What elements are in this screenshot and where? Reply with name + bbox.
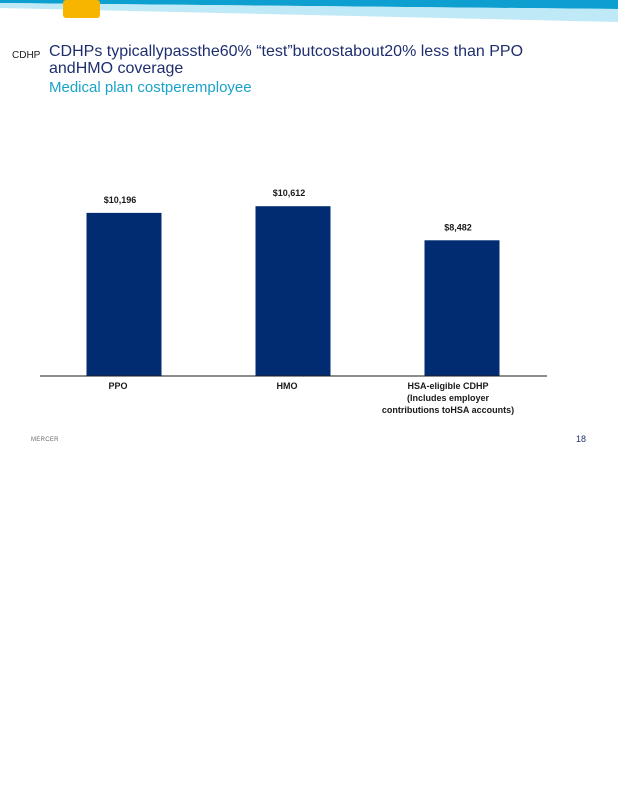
logo-tab — [63, 0, 100, 18]
category-label-2-line-0: HSA-eligible CDHP — [407, 381, 488, 391]
value-label-0: $10,196 — [104, 195, 137, 205]
header-band-light — [0, 3, 618, 22]
header-band — [0, 0, 618, 22]
category-label-2-line-2: contributions toHSA accounts) — [382, 405, 514, 415]
bar-1 — [255, 206, 331, 376]
category-label-2-line-1: (Includes employer — [407, 393, 490, 403]
bar-chart: $10,196 $10,612 $8,482 PPO HMO HSA-eligible … — [40, 188, 547, 415]
bar-2 — [424, 240, 500, 376]
value-label-2: $8,482 — [444, 222, 472, 232]
value-label-1: $10,612 — [273, 188, 306, 198]
page-number: 18 — [576, 434, 587, 444]
category-label-1-line-0: HMO — [277, 381, 298, 391]
header-band-dark — [0, 0, 618, 9]
footer-brand: MERCER — [31, 437, 59, 443]
bar-0 — [86, 212, 162, 376]
slide-title: CDHPs typicallypassthe60% “test”butcosta… — [49, 43, 524, 77]
category-label-0-line-0: PPO — [108, 381, 127, 391]
slide-subtitle: Medical plan costperemployee — [49, 79, 252, 96]
section-tag: CDHP — [12, 50, 41, 61]
